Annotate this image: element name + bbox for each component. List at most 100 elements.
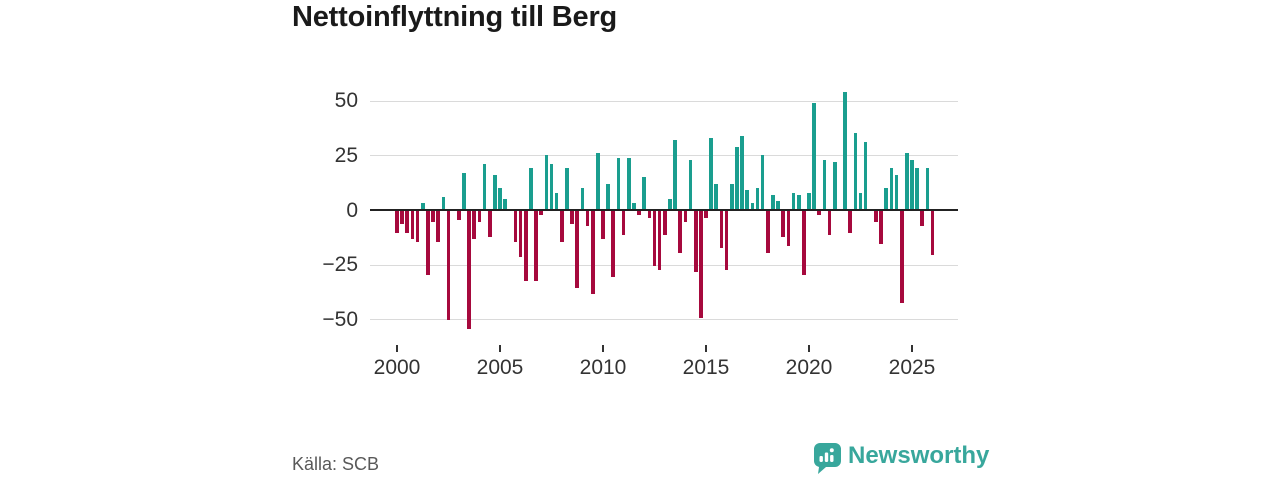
- bar-positive: [735, 146, 739, 210]
- y-gridline: [370, 319, 958, 321]
- bar-negative: [456, 211, 461, 220]
- bar-negative: [781, 211, 786, 238]
- bar-positive: [915, 168, 919, 210]
- bar-negative: [621, 211, 626, 236]
- bar-negative: [415, 211, 420, 242]
- bar-positive: [729, 183, 734, 210]
- bar-positive: [420, 203, 425, 210]
- bar-positive: [853, 133, 858, 210]
- bar-negative: [765, 211, 770, 253]
- x-axis-tick-label: 2010: [579, 356, 627, 379]
- bar-negative: [410, 211, 415, 240]
- y-axis-tick-label: 50: [334, 89, 358, 113]
- newsworthy-bubble-chart-icon: [814, 443, 841, 474]
- bar-positive: [812, 102, 816, 210]
- bar-negative: [704, 211, 708, 218]
- x-axis-tick-label: 2015: [682, 356, 730, 379]
- bar-positive: [642, 177, 647, 210]
- x-axis-tick-mark: [911, 345, 913, 352]
- bar-positive: [441, 196, 446, 210]
- y-axis-tick-label: −25: [322, 253, 358, 277]
- bar-positive: [889, 168, 894, 210]
- bar-negative: [405, 211, 410, 233]
- bar-negative: [930, 211, 935, 255]
- x-axis-tick-mark: [808, 345, 810, 352]
- bar-positive: [760, 155, 765, 210]
- y-axis-tick-label: 25: [334, 143, 358, 167]
- bar-positive: [673, 140, 677, 210]
- bar-positive: [910, 159, 914, 210]
- bar-positive: [529, 168, 533, 210]
- bar-positive: [843, 91, 847, 210]
- bar-negative: [802, 211, 806, 275]
- bar-negative: [513, 211, 518, 242]
- bar-negative: [652, 211, 657, 266]
- bar-negative: [559, 211, 564, 242]
- y-gridline: [370, 100, 958, 102]
- x-axis-tick-mark: [396, 345, 398, 352]
- bar-positive: [745, 190, 750, 210]
- bar-negative: [590, 211, 595, 295]
- bar-negative: [395, 211, 399, 233]
- bar-positive: [863, 142, 868, 210]
- x-axis-tick-mark: [705, 345, 707, 352]
- bar-positive: [482, 164, 487, 210]
- bar-positive: [925, 168, 930, 210]
- y-axis-tick-label: −50: [322, 307, 358, 331]
- bar-negative: [827, 211, 832, 236]
- bar-positive: [544, 155, 549, 210]
- bar-positive: [776, 201, 780, 210]
- bar-positive: [462, 172, 466, 210]
- bar-negative: [699, 211, 703, 319]
- bar-negative: [611, 211, 616, 277]
- bar-positive: [832, 161, 837, 210]
- bar-negative: [879, 211, 883, 244]
- bar-positive: [791, 192, 796, 210]
- bar-negative: [534, 211, 538, 281]
- bar-positive: [755, 188, 760, 210]
- bar-positive: [565, 168, 569, 210]
- bar-negative: [585, 211, 590, 227]
- bar-positive: [858, 192, 863, 210]
- bar-negative: [899, 211, 904, 303]
- y-gridline: [370, 155, 958, 157]
- bar-negative: [637, 211, 641, 216]
- x-axis-tick-label: 2000: [373, 356, 421, 379]
- bar-negative: [518, 211, 523, 257]
- bar-positive: [771, 194, 775, 210]
- bar-negative: [693, 211, 698, 273]
- bar-positive: [822, 159, 827, 210]
- bar-positive: [807, 192, 811, 210]
- bar-negative: [523, 211, 528, 281]
- bar-negative: [472, 211, 477, 240]
- bar-negative: [848, 211, 853, 233]
- bar-negative: [678, 211, 683, 253]
- bar-positive: [668, 199, 672, 210]
- bar-positive: [796, 194, 801, 210]
- bar-negative: [683, 211, 688, 222]
- bar-positive: [498, 188, 502, 210]
- x-axis-tick-mark: [499, 345, 501, 352]
- bar-negative: [647, 211, 652, 218]
- bar-negative: [657, 211, 662, 271]
- bar-positive: [884, 188, 889, 210]
- bar-positive: [596, 153, 600, 210]
- bar-negative: [662, 211, 667, 236]
- bar-positive: [554, 192, 559, 210]
- y-axis-tick-label: 0: [346, 198, 358, 222]
- bar-positive: [714, 183, 719, 210]
- bar-positive: [549, 164, 554, 210]
- bar-negative: [446, 211, 451, 321]
- bar-positive: [632, 203, 636, 210]
- y-gridline: [370, 264, 958, 266]
- bar-negative: [487, 211, 492, 238]
- bar-negative: [719, 211, 724, 249]
- bar-positive: [688, 159, 693, 210]
- bar-positive: [709, 137, 713, 210]
- bar-negative: [920, 211, 925, 227]
- bar-positive: [616, 157, 621, 210]
- bar-negative: [874, 211, 878, 222]
- bar-positive: [626, 157, 631, 210]
- x-axis-tick-mark: [602, 345, 604, 352]
